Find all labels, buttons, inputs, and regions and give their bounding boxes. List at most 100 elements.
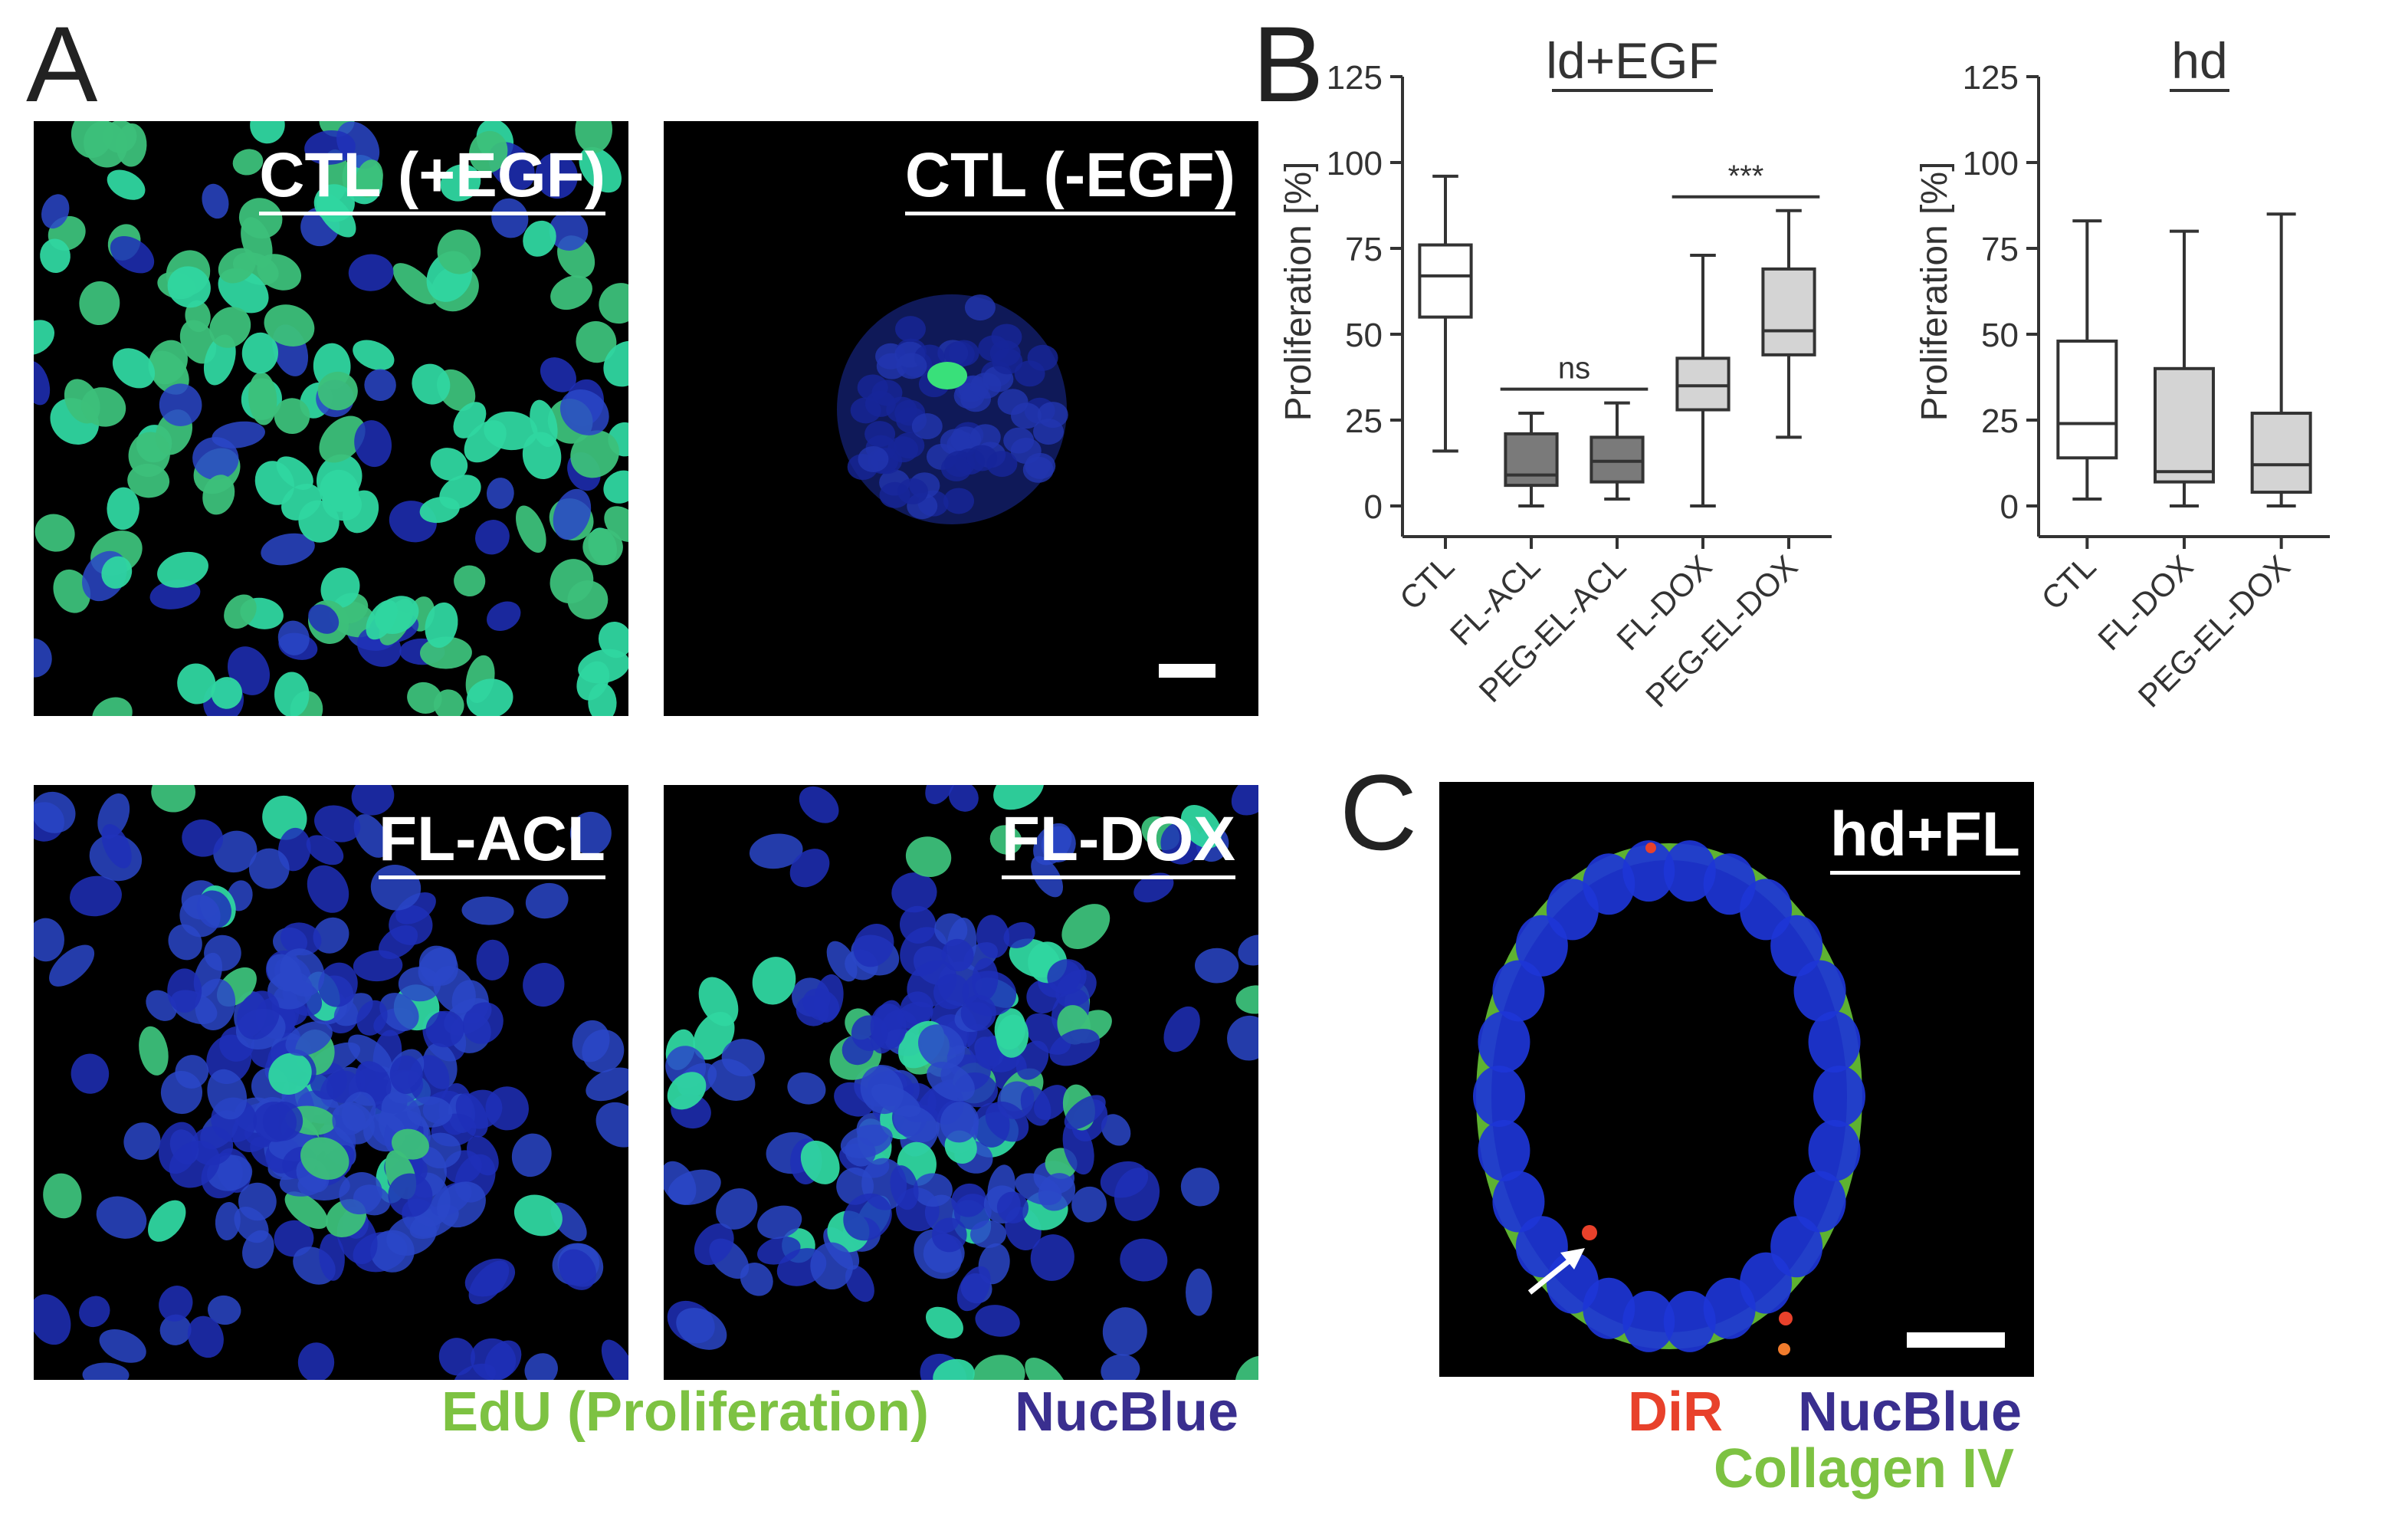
x-tick-label: PEG-EL-DOX: [1639, 548, 1804, 714]
cell-nucleus: [996, 1191, 1029, 1223]
cell-nucleus: [356, 1061, 392, 1102]
cell-nucleus: [871, 1083, 921, 1117]
x-tick-label: PEG-EL-ACL: [1472, 548, 1633, 709]
cell-nucleus: [524, 1353, 558, 1380]
cell-nucleus: [167, 968, 202, 1013]
cell-nucleus: [284, 1191, 328, 1230]
cell-nucleus: [973, 1355, 1025, 1380]
y-tick-label: 100: [1327, 145, 1383, 182]
cell-nucleus: [276, 456, 313, 490]
cell-nucleus: [242, 1230, 274, 1269]
cell-nucleus: [1808, 1011, 1861, 1073]
cell-nucleus: [940, 455, 972, 481]
cell-nucleus: [1793, 1171, 1846, 1233]
y-tick-label: 25: [1345, 402, 1383, 440]
cell-nucleus: [826, 941, 858, 982]
cell-nucleus: [1102, 1307, 1147, 1356]
cell-nucleus: [179, 895, 221, 938]
cell-nucleus: [218, 248, 257, 284]
micrograph-ctl-plus-egf: CTL (+EGF): [34, 121, 628, 716]
cell-nucleus: [1010, 402, 1042, 429]
cell-nucleus: [1235, 985, 1258, 1014]
cell-nucleus: [491, 198, 529, 238]
cell-nucleus: [464, 1258, 516, 1297]
cell-nucleus: [348, 1034, 392, 1073]
cell-nucleus: [1515, 1216, 1568, 1278]
cell-nucleus: [601, 1339, 628, 1380]
cell-nucleus: [1185, 1268, 1212, 1316]
cell-nucleus: [34, 918, 64, 962]
cell-nucleus: [92, 697, 133, 716]
cell-nucleus: [107, 169, 146, 200]
cell-nucleus: [419, 1132, 461, 1169]
cell-nucleus: [248, 372, 277, 425]
y-tick-label: 75: [1345, 231, 1383, 268]
cell-nucleus: [253, 1102, 297, 1142]
cell-nucleus: [969, 1220, 1007, 1248]
cell-nucleus: [437, 1181, 486, 1228]
cell-nucleus: [298, 500, 340, 543]
cell-nucleus: [268, 1053, 312, 1095]
cell-nucleus: [96, 1196, 147, 1239]
cell-nucleus: [123, 1122, 161, 1161]
cell-nucleus: [858, 445, 889, 472]
cell-nucleus: [976, 915, 1010, 959]
cell-nucleus: [248, 848, 290, 889]
cell-nucleus: [308, 604, 340, 634]
chart-title: ld+EGF: [1546, 32, 1719, 89]
cell-nucleus: [985, 1101, 1029, 1142]
cell-nucleus: [1703, 1277, 1756, 1339]
panel-c-letter: C: [1340, 752, 1418, 872]
cell-nucleus: [582, 1030, 625, 1072]
cell-nucleus: [466, 1135, 499, 1176]
cell-nucleus: [274, 398, 310, 435]
cell-nucleus: [430, 448, 468, 481]
cell-nucleus: [476, 939, 510, 980]
cell-nucleus: [356, 1000, 388, 1036]
cell-nucleus: [250, 121, 285, 144]
cell-nucleus: [603, 470, 628, 504]
cell-nucleus: [487, 478, 514, 509]
cell-nucleus: [1235, 1355, 1258, 1380]
cell-nucleus: [392, 263, 438, 304]
cell-nucleus: [1061, 904, 1111, 950]
cell-nucleus: [603, 340, 628, 387]
cell-nucleus: [307, 865, 349, 913]
cell-nucleus: [204, 934, 241, 971]
cell-nucleus: [192, 437, 239, 480]
cell-nucleus: [1492, 1171, 1545, 1233]
cell-nucleus: [425, 602, 458, 649]
cell-nucleus: [1037, 402, 1068, 429]
cell-nucleus: [84, 121, 128, 168]
cell-nucleus: [525, 882, 569, 919]
cell-nucleus: [475, 520, 510, 555]
box-peg-el-dox: [2250, 212, 2312, 507]
cell-nucleus: [934, 913, 968, 946]
cell-nucleus: [579, 146, 622, 193]
cell-nucleus: [523, 220, 556, 257]
cell-nucleus: [953, 1194, 992, 1230]
cell-nucleus: [752, 957, 796, 1005]
y-axis-label: Proliferation [%]: [1914, 162, 1955, 422]
cell-nucleus: [353, 340, 395, 370]
cell-nucleus: [343, 490, 379, 534]
cell-nucleus: [366, 599, 398, 640]
cell-nucleus: [1030, 1234, 1074, 1281]
cell-nucleus: [274, 672, 310, 716]
cell-nucleus: [462, 1002, 504, 1044]
cell-nucleus: [1813, 1066, 1865, 1127]
box-iqr: [1589, 435, 1645, 484]
cell-nucleus: [112, 348, 156, 389]
cell-nucleus: [34, 1294, 71, 1345]
cell-nucleus: [264, 304, 315, 347]
arrowhead-icon: [1560, 1248, 1585, 1269]
cell-nucleus: [943, 341, 975, 368]
cell-nucleus: [53, 569, 91, 613]
cell-nucleus: [34, 360, 51, 406]
cell-nucleus: [433, 966, 476, 1013]
cell-nucleus: [466, 678, 513, 716]
cell-nucleus: [277, 620, 310, 655]
cell-nucleus: [484, 411, 538, 451]
cell-nucleus: [570, 430, 619, 478]
